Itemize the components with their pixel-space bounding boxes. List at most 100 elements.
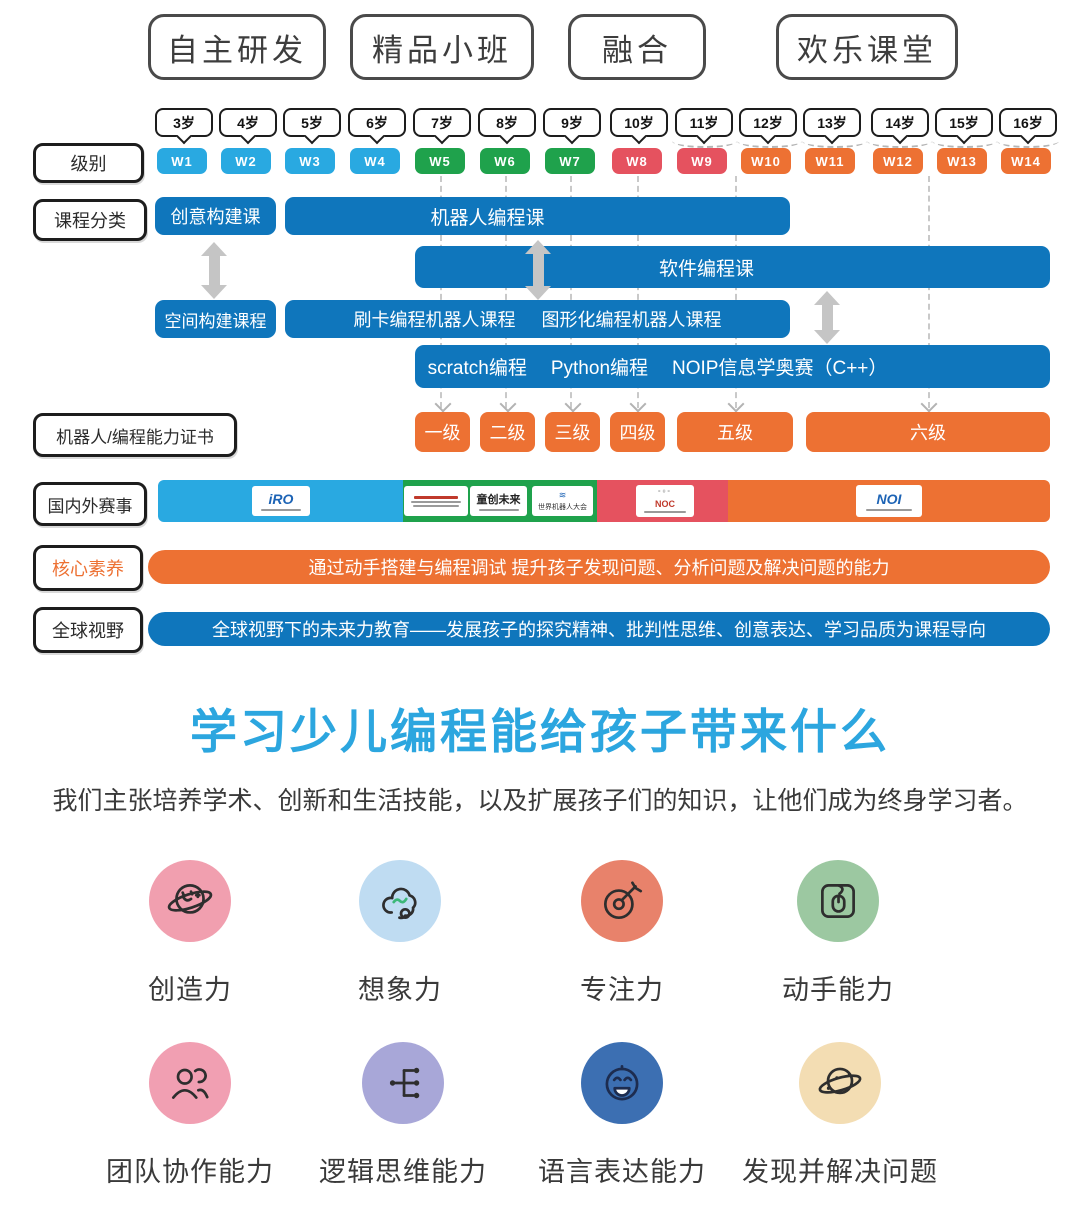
wrc-logo-glyph: ≋ <box>558 489 567 500</box>
skill-label: 团队协作能力 <box>106 1157 274 1187</box>
skill-circle <box>149 1042 231 1124</box>
dashed-arrowhead <box>727 395 745 413</box>
certificate-level: 四级 <box>610 412 665 452</box>
certificate-level: 五级 <box>677 412 793 452</box>
age-tag: 8岁 <box>478 108 536 137</box>
dashed-connector <box>802 134 867 148</box>
skill-creativity: 创造力 <box>80 860 300 1007</box>
people-icon <box>171 1068 209 1099</box>
core-quality-bar: 通过动手搭建与编程调试 提升孩子发现问题、分析问题及解决问题的能力 <box>148 550 1050 584</box>
skill-label: 想象力 <box>358 975 442 1005</box>
dashed-arrowhead <box>920 395 938 413</box>
age-tag: 3岁 <box>155 108 213 137</box>
noi-logo: NOI <box>856 485 922 517</box>
skill-focus: 专注力 <box>512 860 732 1007</box>
dashed-guide <box>928 176 930 408</box>
brain-icon <box>382 887 417 920</box>
age-tag: 13岁 <box>803 108 861 137</box>
noc-logo: °º° NOC <box>636 485 694 517</box>
skill-circle <box>362 1042 444 1124</box>
level-chip: W6 <box>480 148 530 174</box>
age-tag: 7岁 <box>413 108 471 137</box>
dashed-connector <box>932 134 997 148</box>
double-arrow-icon <box>200 242 228 299</box>
course-advanced-bar: scratch编程 Python编程 NOIP信息学奥赛（C++） <box>415 345 1050 388</box>
dashed-arrowhead <box>499 395 517 413</box>
course-robot-bar: 机器人编程课 <box>285 197 790 235</box>
certificate-level: 二级 <box>480 412 535 452</box>
skill-teamwork: 团队协作能力 <box>80 1042 300 1189</box>
age-tag: 10岁 <box>610 108 668 137</box>
iro-logo: iRO <box>252 486 310 516</box>
dashed-guide <box>440 176 442 408</box>
certificate-level: 三级 <box>545 412 600 452</box>
beijing-competition-logo <box>404 486 468 516</box>
course-noip-label: NOIP信息学奥赛（C++） <box>672 358 888 379</box>
course-software-bar: 软件编程课 <box>415 246 1050 288</box>
dashed-arrowhead <box>564 395 582 413</box>
course-card-graphic-bar: 刷卡编程机器人课程 图形化编程机器人课程 <box>285 300 790 338</box>
iro-logo-text: iRO <box>268 491 294 507</box>
skill-logic: 逻辑思维能力 <box>293 1042 513 1189</box>
age-tag: 6岁 <box>348 108 406 137</box>
skill-label: 专注力 <box>580 975 664 1005</box>
section-title: 学习少儿编程能给孩子带来什么 <box>190 705 890 758</box>
badge-happy-class: 欢乐课堂 <box>776 14 958 80</box>
dashed-connector <box>867 134 932 148</box>
skill-circle <box>797 860 879 942</box>
skill-circle <box>799 1042 881 1124</box>
noi-logo-text: NOI <box>876 491 902 507</box>
mouse-icon <box>821 884 855 918</box>
dashed-guide <box>570 176 572 408</box>
dashed-connector <box>737 134 802 148</box>
level-chip: W11 <box>805 148 855 174</box>
skill-language: 语言表达能力 <box>512 1042 732 1189</box>
dashed-arrowhead <box>434 395 452 413</box>
level-chip: W13 <box>937 148 987 174</box>
certificate-row-label: 机器人/编程能力证书 <box>33 413 237 457</box>
age-tag: 12岁 <box>739 108 797 137</box>
level-chip: W3 <box>285 148 335 174</box>
tongchuang-logo-text: 童创未来 <box>476 494 521 506</box>
level-chip: W1 <box>157 148 207 174</box>
logic-tree-icon <box>389 1067 420 1099</box>
dashed-connector <box>997 134 1059 148</box>
double-arrow-icon <box>524 240 552 300</box>
certificate-level: 一级 <box>415 412 470 452</box>
skill-hands-on: 动手能力 <box>728 860 948 1007</box>
age-tag: 15岁 <box>935 108 993 137</box>
badge-small-class: 精品小班 <box>350 14 534 80</box>
section-subtitle: 我们主张培养学术、创新和生活技能，以及扩展孩子们的知识，让他们成为终身学习者。 <box>52 787 1028 815</box>
age-tag: 9岁 <box>543 108 601 137</box>
dashed-guide <box>735 176 737 408</box>
course-card-label: 刷卡编程机器人课程 <box>353 310 516 330</box>
dashed-guide <box>505 176 507 408</box>
skill-label: 发现并解决问题 <box>742 1157 938 1187</box>
course-graphic-label: 图形化编程机器人课程 <box>541 310 722 330</box>
global-vision-label: 全球视野 <box>33 607 143 653</box>
level-chip: W8 <box>612 148 662 174</box>
smiley-icon <box>605 1064 639 1101</box>
tongchuang-logo: 童创未来 <box>470 486 527 516</box>
double-arrow-icon <box>813 291 841 344</box>
age-tag: 4岁 <box>219 108 277 137</box>
core-quality-label: 核心素养 <box>33 545 143 591</box>
skill-circle <box>581 1042 663 1124</box>
level-chip: W12 <box>873 148 923 174</box>
level-chip: W9 <box>677 148 727 174</box>
dashed-arrowhead <box>629 395 647 413</box>
target-dart-icon <box>603 881 643 920</box>
dashed-guide <box>637 176 639 408</box>
skill-circle <box>149 860 231 942</box>
global-vision-bar: 全球视野下的未来力教育——发展孩子的探究精神、批判性思维、创意表达、学习品质为课… <box>148 612 1050 646</box>
level-chip: W7 <box>545 148 595 174</box>
competition-row-label: 国内外赛事 <box>33 482 147 526</box>
planet-ring-icon <box>818 1067 862 1095</box>
badge-self-developed: 自主研发 <box>148 14 326 80</box>
noc-logo-dots: °º° <box>657 489 673 497</box>
course-row-label: 课程分类 <box>33 199 147 241</box>
skill-label: 动手能力 <box>782 975 894 1005</box>
course-scratch-label: scratch编程 <box>427 358 527 379</box>
skill-circle <box>359 860 441 942</box>
